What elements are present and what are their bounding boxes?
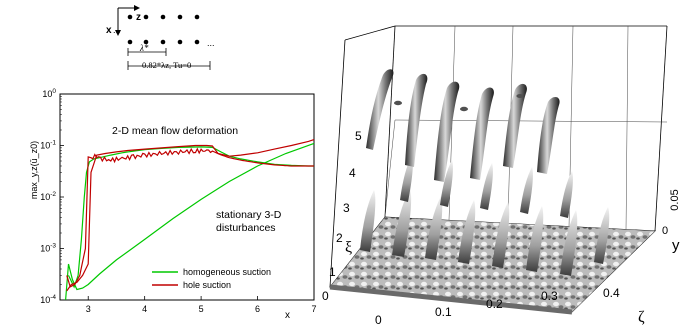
streak xyxy=(480,163,493,210)
y-tick-label-3d: 0 xyxy=(662,225,668,237)
streak xyxy=(458,200,476,264)
hole-dot xyxy=(177,39,183,45)
hole-dot xyxy=(194,14,200,20)
schematic-x-label: x xyxy=(106,25,112,36)
streak xyxy=(392,189,412,257)
annotation-3d-line1: stationary 3-D xyxy=(216,209,282,221)
schematic-hole-row-1 xyxy=(127,14,200,20)
xi-tick-label: 5 xyxy=(355,129,362,143)
streak-structures xyxy=(360,155,610,276)
chart-series xyxy=(65,139,315,301)
hole-dot xyxy=(143,39,149,45)
x-axis-label: x xyxy=(285,310,290,321)
x-tick-label: 4 xyxy=(142,304,147,314)
zeta-axis-label: ζ xyxy=(638,309,645,326)
streak xyxy=(440,160,453,207)
streak xyxy=(594,207,610,264)
schematic-x-arrow-icon xyxy=(115,30,121,36)
chart-ticks: 3 4 5 6 7 10-4 10-3 10-2 10-1 100 xyxy=(40,88,316,314)
amplitude-chart: 3 4 5 6 7 10-4 10-3 10-2 10-1 100 max_y,z(ū_z0) x… xyxy=(29,88,317,321)
x-tick-label: 7 xyxy=(311,304,316,314)
box-edge xyxy=(654,25,668,232)
streak xyxy=(526,206,544,272)
series-line-disturbance-3 xyxy=(66,139,315,292)
zeta-tick-label: 0.3 xyxy=(541,289,558,303)
hole-dot xyxy=(143,14,149,20)
zeta-tick-label: 0.2 xyxy=(486,297,503,311)
series-line-disturbance-1 xyxy=(65,142,315,301)
small-structure xyxy=(516,94,524,98)
y-tick-label-3d: 0.05 xyxy=(669,189,681,210)
xi-tick-label: 2 xyxy=(336,231,343,245)
streak xyxy=(360,190,376,252)
schematic-dots-left: ... xyxy=(113,25,121,35)
vortex-tube xyxy=(366,69,394,150)
vortex-tube xyxy=(434,81,460,182)
grid-line xyxy=(394,119,668,123)
streak xyxy=(425,196,443,260)
box-edge xyxy=(344,25,396,41)
x-tick-label: 3 xyxy=(86,304,91,314)
x-tick-label: 5 xyxy=(199,304,204,314)
surface-leading-edge xyxy=(329,284,573,315)
streak xyxy=(560,171,573,218)
legend: homogeneous suction hole suction xyxy=(152,267,271,290)
xi-tick-label: 4 xyxy=(349,166,356,180)
schematic-z-label: z xyxy=(136,12,141,23)
small-structure xyxy=(460,106,468,112)
vortex-tube xyxy=(405,73,428,167)
series-line-mean-2 xyxy=(66,147,314,288)
hole-dot xyxy=(194,39,200,45)
vortex-tube xyxy=(537,96,560,174)
schematic-z-arrow-icon xyxy=(134,5,140,11)
grid-line xyxy=(625,25,629,231)
xi-axis-label: ξ xyxy=(345,239,352,256)
y-tick-label: 10-4 xyxy=(40,294,56,305)
legend-label-homogeneous: homogeneous suction xyxy=(183,267,271,277)
box-edge xyxy=(384,25,396,218)
zeta-tick-label: 0.1 xyxy=(435,305,452,319)
vortex-tube xyxy=(503,83,527,168)
hole-dot xyxy=(127,14,133,20)
streak xyxy=(400,155,413,202)
xi-tick-label: 0 xyxy=(322,289,329,303)
zeta-tick-label: 0.4 xyxy=(603,286,620,300)
lambda-z-label: 0.82*λz, Tu=0 xyxy=(142,60,191,70)
vortex-tube xyxy=(470,87,494,180)
hole-dot xyxy=(127,39,133,45)
streak xyxy=(520,167,533,214)
y-axis-label-3d: y xyxy=(672,237,680,254)
vortex-tubes xyxy=(366,69,560,182)
zeta-tick-label: 0 xyxy=(375,313,382,327)
y-tick-label: 100 xyxy=(42,88,56,99)
small-structure xyxy=(394,100,402,106)
xi-tick-label: 3 xyxy=(343,201,350,215)
y-tick-label: 10-3 xyxy=(40,243,56,254)
lambda-label: λ* xyxy=(139,43,149,53)
y-axis-label: max_y,z(ū_z0) xyxy=(29,141,39,199)
annotation-2d-mean: 2-D mean flow deformation xyxy=(112,125,238,137)
legend-label-hole: hole suction xyxy=(183,280,231,290)
hole-dot xyxy=(177,14,183,20)
x-tick-label: 6 xyxy=(255,304,260,314)
hole-dot xyxy=(160,39,166,45)
annotation-3d-line2: disturbances xyxy=(216,222,276,234)
schematic: z x ... ... λ* 0.82*λz, Tu=0 xyxy=(106,5,215,70)
schematic-dots-right: ... xyxy=(207,38,215,48)
y-tick-label: 10-1 xyxy=(40,140,56,151)
grid-line xyxy=(384,119,396,218)
streak xyxy=(492,202,510,268)
hole-dot xyxy=(160,14,166,20)
xi-tick-label: 1 xyxy=(329,265,336,279)
y-tick-label: 10-2 xyxy=(40,191,56,202)
box-edge xyxy=(329,39,346,288)
streak xyxy=(560,210,578,276)
schematic-hole-row-2 xyxy=(127,39,200,45)
